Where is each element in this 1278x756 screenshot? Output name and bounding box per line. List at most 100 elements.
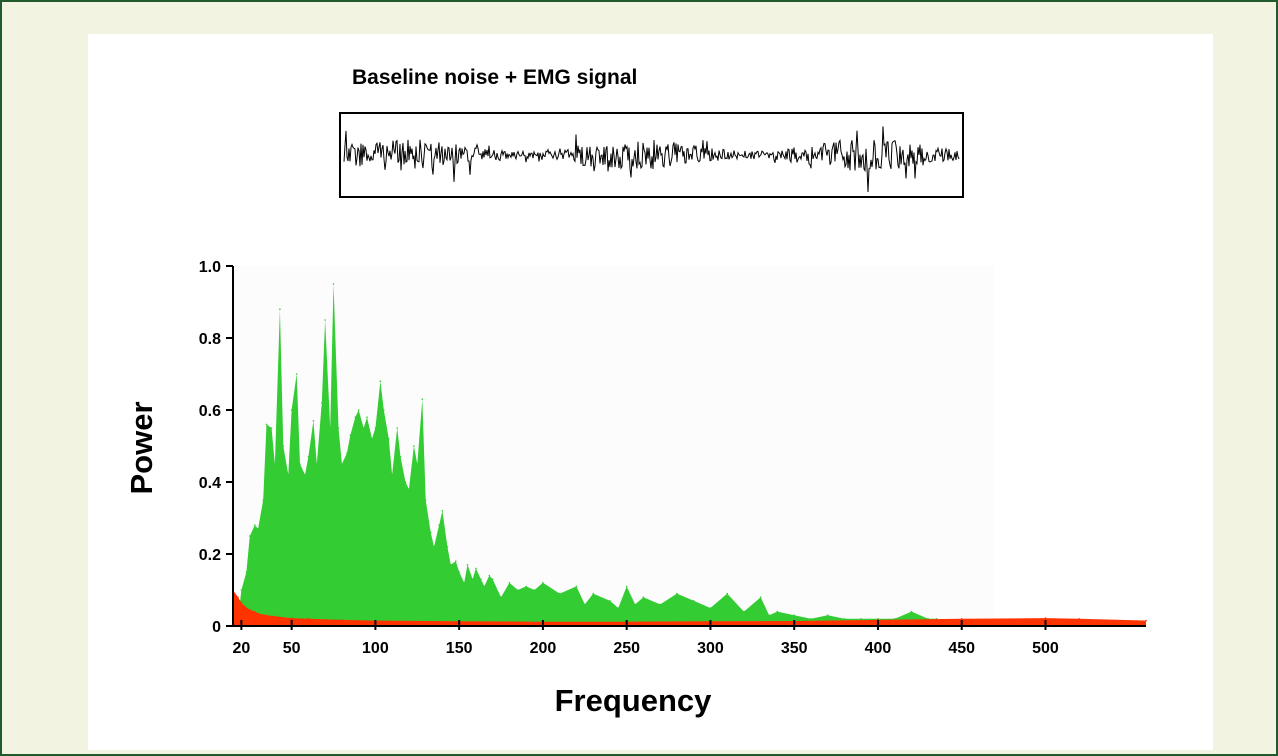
- x-tick-label: 250: [613, 640, 640, 657]
- x-tick-label: 20: [232, 640, 250, 657]
- data-point-s0-7: [265, 423, 268, 426]
- data-point-s0-92: [893, 618, 896, 620]
- data-point-s1-2: [240, 601, 243, 604]
- data-point-s0-29: [357, 409, 360, 411]
- data-point-s1-4: [249, 609, 251, 611]
- data-point-s0-15: [299, 463, 301, 465]
- data-point-s0-39: [399, 456, 402, 458]
- data-point-s0-24: [337, 427, 340, 429]
- x-tick-label: 100: [362, 640, 389, 657]
- data-point-s0-79: [692, 600, 695, 602]
- data-point-s0-2: [245, 571, 248, 573]
- data-point-s0-25: [341, 463, 343, 465]
- data-point-s1-9: [290, 617, 293, 619]
- y-tick-label: 0.8: [199, 331, 221, 348]
- x-tick-label: 200: [530, 640, 557, 657]
- data-point-s1-5: [254, 610, 256, 613]
- data-point-s0-10: [279, 308, 281, 311]
- data-point-s0-16: [304, 474, 306, 476]
- data-point-s0-36: [388, 438, 390, 440]
- data-point-s0-37: [391, 474, 393, 476]
- data-point-s0-41: [408, 488, 410, 491]
- data-point-s0-75: [634, 603, 636, 606]
- x-tick-label: 150: [446, 640, 473, 657]
- data-point-s1-10: [307, 618, 310, 620]
- data-point-s0-51: [450, 564, 452, 566]
- data-point-s0-47: [433, 546, 435, 548]
- data-point-s0-44: [421, 398, 424, 401]
- data-point-s0-21: [324, 319, 326, 321]
- data-point-s0-40: [404, 481, 407, 483]
- y-tick-label: 0: [212, 619, 221, 636]
- data-point-s0-88: [826, 614, 829, 616]
- data-point-s0-71: [592, 592, 594, 595]
- signal-trace-box: [339, 112, 964, 198]
- data-point-s0-5: [257, 528, 259, 530]
- data-point-s0-35: [383, 409, 385, 411]
- data-point-s1-8: [274, 615, 276, 618]
- data-point-s0-82: [743, 610, 745, 613]
- x-tick-label: 450: [948, 640, 975, 657]
- data-point-s0-74: [625, 585, 628, 588]
- data-point-s0-49: [441, 510, 444, 512]
- data-point-s0-90: [860, 618, 862, 620]
- data-point-s0-30: [362, 427, 365, 429]
- data-point-s0-42: [413, 445, 415, 447]
- data-point-s0-72: [609, 600, 611, 602]
- data-point-s0-13: [290, 409, 293, 411]
- data-point-s0-19: [316, 463, 318, 465]
- data-point-s0-52: [455, 560, 457, 562]
- data-point-s0-66: [533, 589, 536, 591]
- data-point-s0-73: [617, 607, 620, 609]
- data-point-s0-69: [575, 585, 578, 588]
- data-point-s0-53: [458, 571, 461, 573]
- data-point-s0-86: [793, 614, 795, 616]
- data-point-s0-54: [463, 582, 466, 584]
- data-point-s0-55: [466, 564, 469, 566]
- data-point-s0-43: [416, 463, 419, 465]
- data-point-s1-11: [341, 619, 343, 621]
- data-point-s0-60: [488, 574, 491, 577]
- data-point-s0-14: [295, 373, 298, 375]
- data-point-s0-23: [332, 283, 335, 285]
- data-point-s0-94: [927, 618, 929, 620]
- power-spectrum-chart: 0 0.2 0.4 0.6 0.8 1.0 20 50 100 150 200 250 300 350 40…: [124, 259, 1147, 718]
- data-point-s0-81: [726, 592, 728, 595]
- y-tick-label: 0.6: [199, 403, 221, 420]
- data-point-s0-38: [396, 427, 399, 429]
- data-point-s0-61: [491, 578, 494, 580]
- data-point-s0-33: [374, 427, 377, 429]
- y-tick-label: 0.2: [199, 547, 221, 564]
- data-point-s0-9: [274, 463, 276, 465]
- data-point-s0-18: [312, 420, 315, 422]
- y-tick-label: 0.4: [199, 475, 221, 492]
- x-tick-label: 350: [781, 640, 808, 657]
- data-point-s0-11: [282, 445, 285, 447]
- data-point-s1-21: [1078, 618, 1080, 620]
- data-point-s0-83: [759, 596, 762, 598]
- data-point-s0-26: [346, 452, 348, 455]
- data-point-s0-59: [483, 585, 486, 588]
- signal-title: Baseline noise + EMG signal: [352, 66, 638, 89]
- data-point-s0-56: [471, 578, 474, 580]
- x-tick-label: 500: [1032, 640, 1059, 657]
- data-point-s0-70: [584, 603, 586, 606]
- data-point-s1-3: [243, 605, 246, 607]
- data-point-s1-19: [960, 618, 963, 620]
- data-point-s0-32: [371, 438, 373, 440]
- data-point-s0-4: [254, 524, 256, 526]
- signal-trace: [343, 126, 960, 193]
- data-point-s0-87: [810, 618, 812, 620]
- y-axis-title: Power: [124, 401, 159, 494]
- y-tick-label: 1.0: [199, 259, 221, 276]
- data-point-s0-57: [475, 567, 477, 570]
- data-point-s0-78: [676, 592, 678, 595]
- data-point-s0-50: [446, 546, 449, 548]
- data-point-s1-6: [257, 612, 259, 615]
- x-tick-label: 300: [697, 640, 724, 657]
- data-point-s0-67: [542, 582, 544, 584]
- data-point-s0-89: [843, 618, 846, 620]
- data-point-s0-1: [240, 589, 243, 591]
- data-point-s1-20: [1044, 617, 1047, 619]
